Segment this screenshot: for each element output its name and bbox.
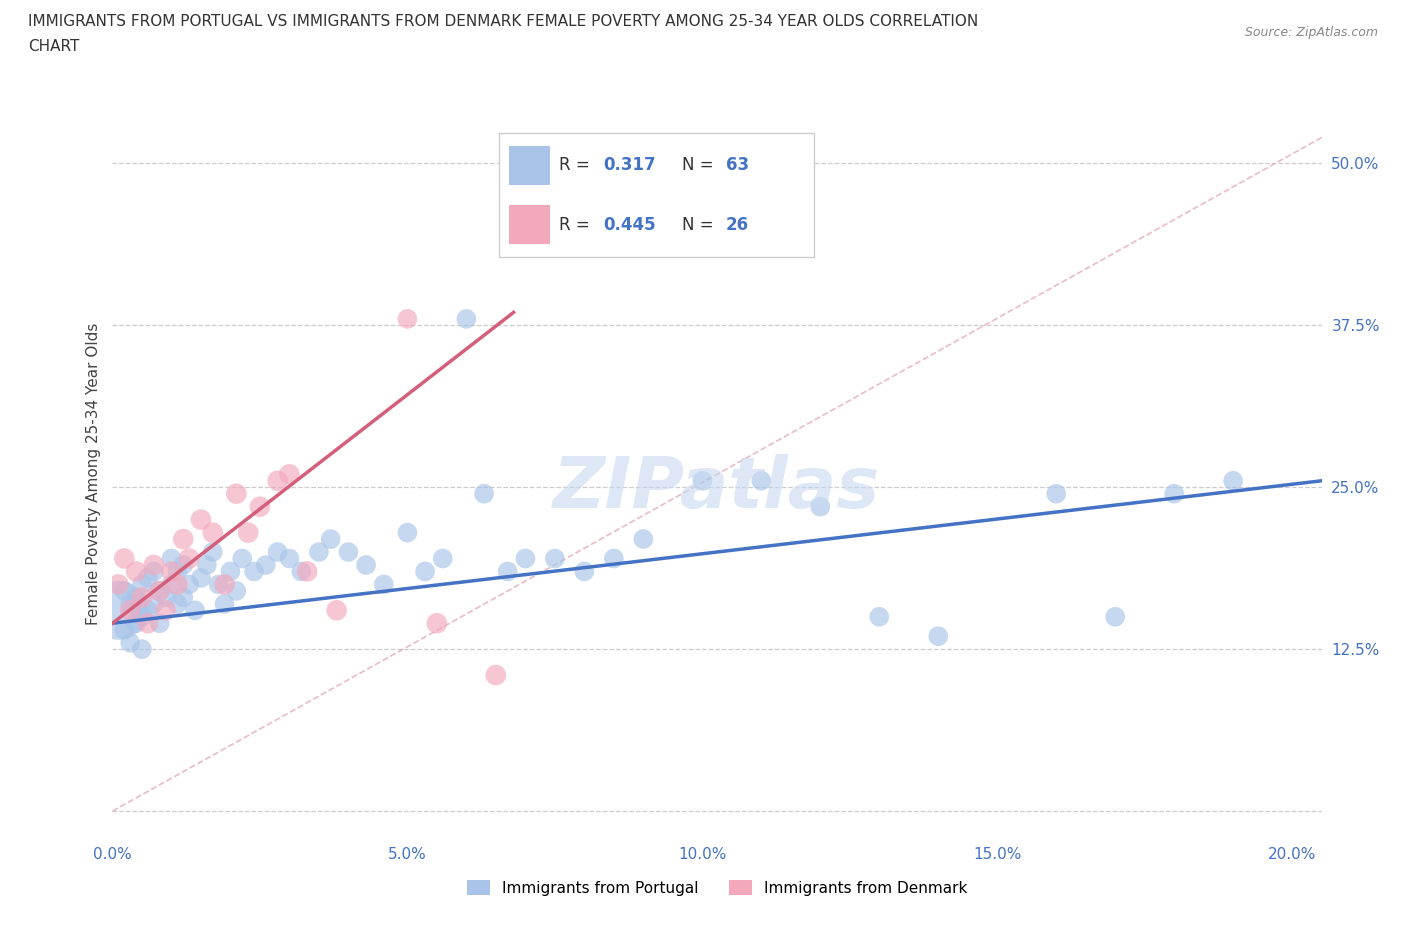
Point xyxy=(426,616,449,631)
Point xyxy=(373,577,395,591)
Point xyxy=(927,629,949,644)
Point xyxy=(515,551,537,566)
Point xyxy=(254,558,277,573)
Point xyxy=(337,545,360,560)
Point xyxy=(179,551,201,566)
Point xyxy=(160,551,183,566)
Point xyxy=(225,583,247,598)
Point xyxy=(112,622,135,637)
Point xyxy=(136,603,159,618)
Point xyxy=(112,583,135,598)
Point xyxy=(485,668,508,683)
Point xyxy=(219,564,242,578)
Point xyxy=(633,532,655,547)
Point xyxy=(325,603,347,618)
Point xyxy=(396,525,419,540)
Point xyxy=(432,551,454,566)
Point xyxy=(136,616,159,631)
Point xyxy=(574,564,596,578)
Point xyxy=(231,551,253,566)
Point xyxy=(692,473,714,488)
Point xyxy=(166,577,188,591)
Point xyxy=(149,616,172,631)
Point xyxy=(184,603,207,618)
Point xyxy=(166,564,188,578)
Point xyxy=(749,473,772,488)
Point xyxy=(214,577,236,591)
Point xyxy=(808,499,831,514)
Point xyxy=(112,551,135,566)
Point xyxy=(190,570,212,585)
Point xyxy=(149,583,172,598)
Point xyxy=(214,596,236,611)
Point xyxy=(278,467,301,482)
Point xyxy=(107,577,129,591)
Point xyxy=(160,577,183,591)
Point xyxy=(1104,609,1126,624)
Point xyxy=(225,486,247,501)
Point xyxy=(266,473,288,488)
Point xyxy=(295,564,318,578)
Point xyxy=(120,596,142,611)
Point xyxy=(1163,486,1185,501)
Point xyxy=(195,558,218,573)
Point xyxy=(496,564,519,578)
Point xyxy=(131,609,153,624)
Point xyxy=(166,596,188,611)
Point xyxy=(179,577,201,591)
Point xyxy=(131,590,153,604)
Point xyxy=(354,558,377,573)
Point xyxy=(190,512,212,527)
Point xyxy=(125,590,148,604)
Point xyxy=(201,525,224,540)
Point xyxy=(1222,473,1244,488)
Point xyxy=(142,596,165,611)
Point xyxy=(142,558,165,573)
Point xyxy=(172,532,194,547)
Point xyxy=(243,564,266,578)
Point xyxy=(290,564,312,578)
Point xyxy=(120,603,142,618)
Point xyxy=(131,577,153,591)
Text: IMMIGRANTS FROM PORTUGAL VS IMMIGRANTS FROM DENMARK FEMALE POVERTY AMONG 25-34 Y: IMMIGRANTS FROM PORTUGAL VS IMMIGRANTS F… xyxy=(28,14,979,29)
Point xyxy=(208,577,231,591)
Point xyxy=(396,312,419,326)
Point xyxy=(868,609,890,624)
Point xyxy=(172,590,194,604)
Point xyxy=(136,570,159,585)
Point xyxy=(249,499,271,514)
Point xyxy=(142,564,165,578)
Point xyxy=(131,642,153,657)
Text: CHART: CHART xyxy=(28,39,80,54)
Point xyxy=(603,551,626,566)
Point xyxy=(1045,486,1067,501)
Point xyxy=(125,564,148,578)
Point xyxy=(236,525,259,540)
Point xyxy=(544,551,567,566)
Point xyxy=(149,583,172,598)
Point xyxy=(278,551,301,566)
Point xyxy=(456,312,478,326)
Point xyxy=(155,603,177,618)
Point xyxy=(155,590,177,604)
Point xyxy=(413,564,436,578)
Point xyxy=(160,564,183,578)
Text: Source: ZipAtlas.com: Source: ZipAtlas.com xyxy=(1244,26,1378,39)
Point xyxy=(201,545,224,560)
Point xyxy=(266,545,288,560)
Point xyxy=(107,603,129,618)
Point xyxy=(319,532,342,547)
Point xyxy=(120,635,142,650)
Legend: Immigrants from Portugal, Immigrants from Denmark: Immigrants from Portugal, Immigrants fro… xyxy=(461,873,973,902)
Text: ZIPatlas: ZIPatlas xyxy=(554,455,880,524)
Point xyxy=(472,486,495,501)
Point xyxy=(308,545,330,560)
Y-axis label: Female Poverty Among 25-34 Year Olds: Female Poverty Among 25-34 Year Olds xyxy=(86,323,101,626)
Point xyxy=(172,558,194,573)
Point xyxy=(125,616,148,631)
